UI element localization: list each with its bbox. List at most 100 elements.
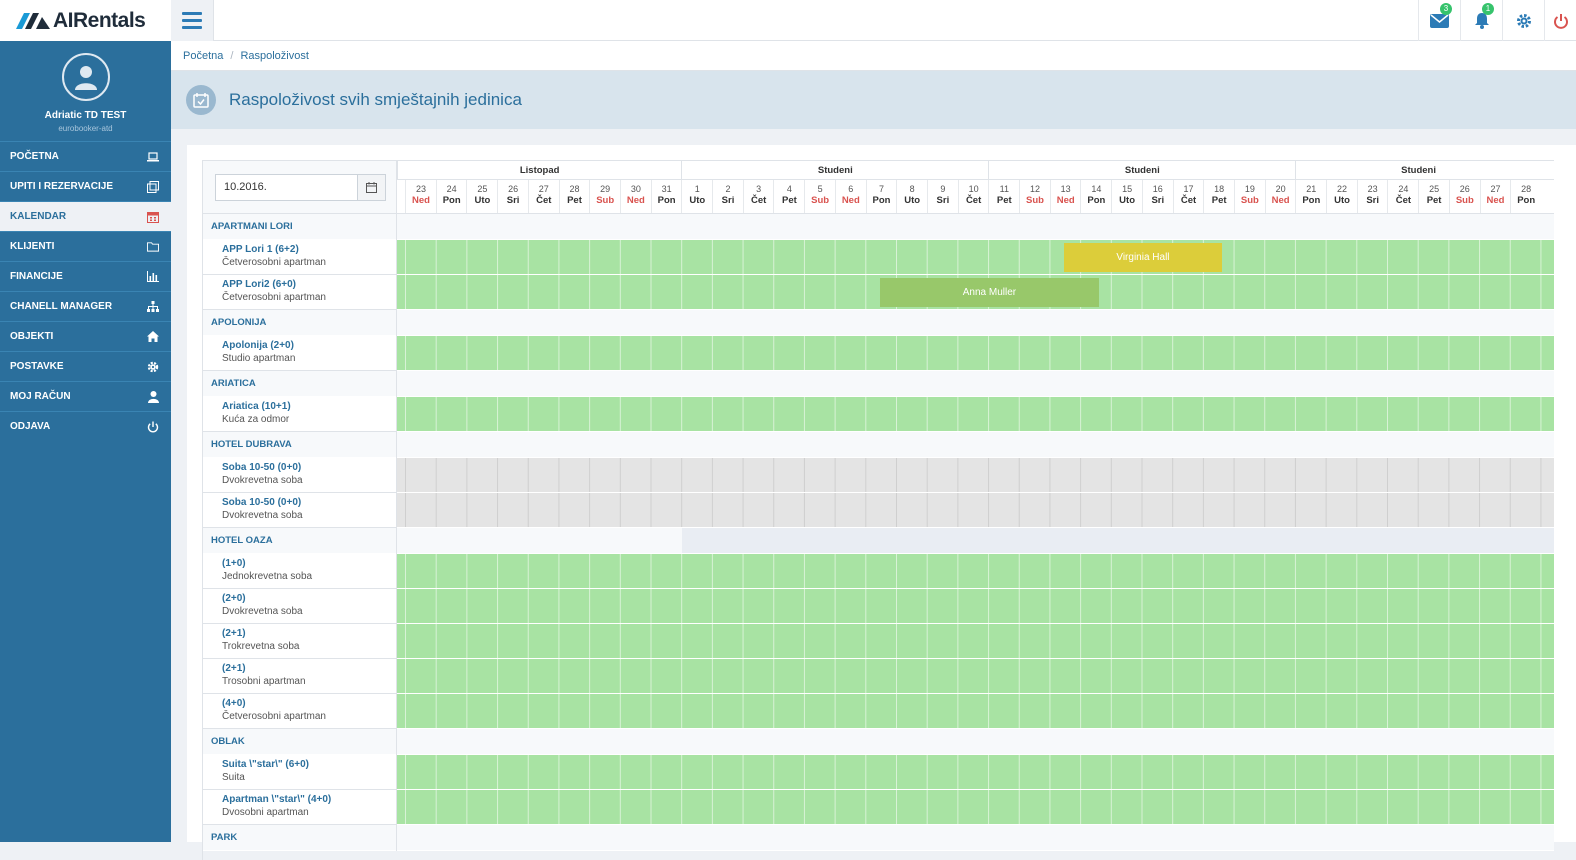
unit-row[interactable]: (2+1) Trokrevetna soba [203, 624, 396, 659]
laptop-icon [147, 151, 159, 163]
calendar-icon [147, 211, 159, 223]
weekday-label: Pon [872, 195, 891, 206]
sidebar-item-kalendar[interactable]: KALENDAR [0, 201, 171, 231]
property-group-band [397, 310, 1554, 336]
folder-icon [147, 241, 159, 253]
available-row[interactable] [397, 790, 1554, 825]
unit-row[interactable]: Apartman \"star\" (4+0) Dvosobni apartman [203, 790, 396, 825]
unit-row[interactable]: Ariatica (10+1) Kuća za odmor [203, 397, 396, 432]
weekday-label: Sri [506, 195, 520, 206]
unit-name[interactable]: (2+1) [222, 663, 246, 674]
unit-row[interactable]: Soba 10-50 (0+0) Dvokrevetna soba [203, 493, 396, 528]
day-number: 19 [1244, 184, 1255, 194]
property-group-band [397, 528, 1554, 554]
day-number: 6 [848, 184, 854, 194]
unit-row[interactable]: (1+0) Jednokrevetna soba [203, 554, 396, 589]
weekday-label: Sri [1366, 195, 1380, 206]
unit-row[interactable]: (2+1) Trosobni apartman [203, 659, 396, 694]
available-row[interactable] [397, 397, 1554, 432]
unit-row[interactable]: Apolonija (2+0) Studio apartman [203, 336, 396, 371]
day-number: 8 [909, 184, 915, 194]
logout-button[interactable] [1544, 0, 1576, 41]
top-bar: AIRentals 3 1 [0, 0, 1576, 41]
sidebar-item-objekti[interactable]: OBJEKTI [0, 321, 171, 351]
reservation-bar[interactable]: Virginia Hall [1063, 243, 1223, 272]
notifications-button[interactable]: 1 [1460, 0, 1502, 41]
gear-icon [1516, 13, 1531, 28]
unit-name[interactable]: Soba 10-50 (0+0) [222, 462, 302, 473]
unit-name[interactable]: Apolonija (2+0) [222, 340, 294, 351]
breadcrumb: Početna / Raspoloživost [171, 41, 1576, 71]
day-header-cell: 26 Sub [1448, 180, 1480, 213]
day-number: 29 [600, 184, 611, 194]
settings-button[interactable] [1502, 0, 1544, 41]
available-row[interactable] [397, 336, 1554, 371]
day-header-cell: 6 Ned [834, 180, 866, 213]
sidebar-item-financije[interactable]: FINANCIJE [0, 261, 171, 291]
menu-toggle-button[interactable] [171, 0, 214, 41]
day-number: 3 [756, 184, 762, 194]
sidebar-item-chanell-manager[interactable]: CHANELL MANAGER [0, 291, 171, 321]
sidebar-item-upiti-i-rezervacije[interactable]: UPITI I REZERVACIJE [0, 171, 171, 201]
available-row[interactable] [397, 624, 1554, 659]
day-number: 14 [1091, 184, 1102, 194]
unit-row[interactable]: APP Lori2 (6+0) Četverosobni apartman [203, 275, 396, 310]
breadcrumb-home-link[interactable]: Početna [183, 49, 224, 62]
unit-type: Četverosobni apartman [222, 292, 326, 303]
sidebar-item-postavke[interactable]: POSTAVKE [0, 351, 171, 381]
available-row[interactable] [397, 589, 1554, 624]
date-picker-button[interactable] [357, 174, 386, 201]
available-row[interactable] [397, 694, 1554, 729]
day-header-cell: 31 Pon [650, 180, 682, 213]
property-group-label: PARK [203, 825, 396, 851]
unit-name[interactable]: APP Lori2 (6+0) [222, 279, 297, 290]
day-header-cell: 7 Pon [865, 180, 897, 213]
date-input[interactable]: 10.2016. [215, 174, 358, 201]
unit-name[interactable]: (2+1) [222, 628, 246, 639]
day-number: 9 [940, 184, 946, 194]
unavailable-row[interactable] [397, 493, 1554, 528]
unavailable-row[interactable] [397, 458, 1554, 493]
unit-name[interactable]: APP Lori 1 (6+2) [222, 244, 299, 255]
unit-name[interactable]: (1+0) [222, 558, 246, 569]
gear-icon [147, 361, 159, 373]
unit-row[interactable]: (2+0) Dvokrevetna soba [203, 589, 396, 624]
unit-name[interactable]: Soba 10-50 (0+0) [222, 497, 302, 508]
avatar[interactable] [61, 53, 110, 101]
day-number: 15 [1122, 184, 1133, 194]
notifications-badge: 1 [1482, 3, 1494, 15]
day-number: 10 [968, 184, 979, 194]
sidebar-item-po-etna[interactable]: POČETNA [0, 141, 171, 171]
unit-name[interactable]: (4+0) [222, 698, 246, 709]
copy-icon [147, 180, 159, 193]
unit-name[interactable]: (2+0) [222, 593, 246, 604]
sidebar-item-moj-ra-un[interactable]: MOJ RAČUN [0, 381, 171, 411]
day-number: 11 [999, 184, 1009, 194]
unit-row[interactable]: (4+0) Četverosobni apartman [203, 694, 396, 729]
day-number: 28 [1521, 184, 1532, 194]
available-row[interactable] [397, 554, 1554, 589]
available-row[interactable]: Virginia Hall [397, 240, 1554, 275]
unit-name[interactable]: Apartman \"star\" (4+0) [222, 794, 332, 805]
brand-logo[interactable]: AIRentals [0, 0, 171, 41]
reservation-bar[interactable]: Anna Muller [879, 278, 1100, 307]
unit-name[interactable]: Suita \"star\" (6+0) [222, 759, 310, 770]
day-grid-lines [397, 659, 1554, 693]
sidebar-item-klijenti[interactable]: KLIJENTI [0, 231, 171, 261]
available-row[interactable] [397, 755, 1554, 790]
unit-name[interactable]: Ariatica (10+1) [222, 401, 291, 412]
day-number: 12 [1029, 184, 1040, 194]
sidebar-item-odjava[interactable]: ODJAVA [0, 411, 171, 441]
unit-row[interactable]: APP Lori 1 (6+2) Četverosobni apartman [203, 240, 396, 275]
unit-row[interactable]: Soba 10-50 (0+0) Dvokrevetna soba [203, 458, 396, 493]
available-row[interactable] [397, 659, 1554, 694]
day-header-cell: 13 Ned [1049, 180, 1081, 213]
available-row[interactable]: Anna Muller [397, 275, 1554, 310]
unit-row[interactable]: Suita \"star\" (6+0) Suita [203, 755, 396, 790]
month-label: Listopad [397, 161, 681, 180]
messages-button[interactable]: 3 [1418, 0, 1460, 41]
page-header: Raspoloživost svih smještajnih jedinica [171, 71, 1576, 129]
weekday-label: Pon [1302, 195, 1321, 206]
sidebar-item-label: ODJAVA [10, 421, 51, 432]
home-icon [147, 331, 159, 343]
